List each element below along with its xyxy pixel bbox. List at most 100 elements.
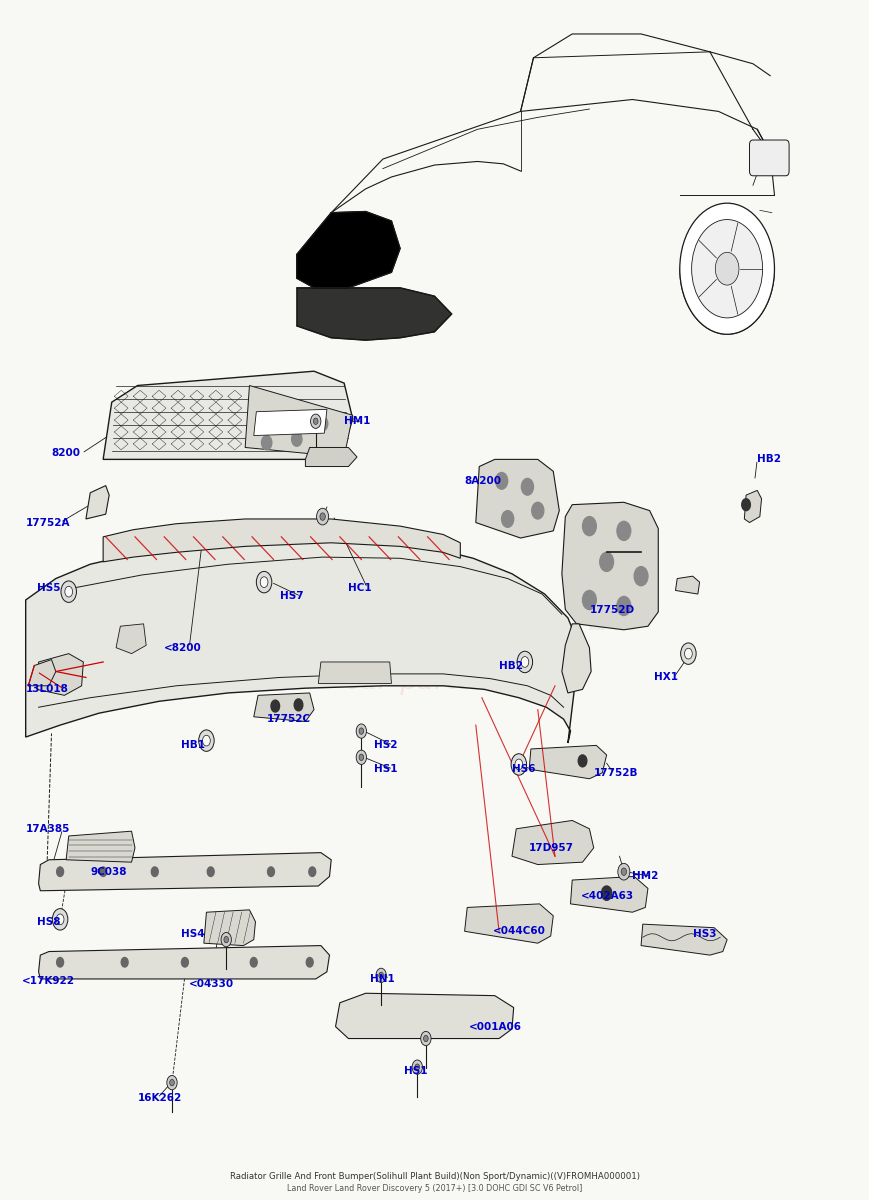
Text: 9C038: 9C038 — [90, 866, 127, 877]
Polygon shape — [675, 576, 700, 594]
Circle shape — [56, 958, 63, 967]
Polygon shape — [36, 654, 83, 695]
Circle shape — [320, 512, 325, 521]
Circle shape — [260, 577, 268, 588]
Circle shape — [582, 590, 596, 610]
Text: HB2: HB2 — [757, 455, 781, 464]
Polygon shape — [570, 876, 648, 912]
Circle shape — [617, 521, 631, 540]
Bar — [620, 565, 636, 587]
Circle shape — [532, 503, 544, 518]
Circle shape — [356, 750, 367, 764]
Text: HC1: HC1 — [348, 583, 372, 593]
Circle shape — [359, 754, 363, 761]
Polygon shape — [38, 946, 329, 979]
Circle shape — [578, 755, 587, 767]
Text: <001A06: <001A06 — [469, 1021, 522, 1032]
Circle shape — [501, 511, 514, 527]
Circle shape — [515, 760, 523, 770]
Polygon shape — [297, 211, 400, 288]
Circle shape — [56, 866, 63, 876]
Bar — [636, 587, 652, 608]
Text: 17A385: 17A385 — [26, 824, 70, 834]
Text: 17752A: 17752A — [26, 517, 70, 528]
Text: <8200: <8200 — [163, 643, 201, 653]
Polygon shape — [26, 538, 579, 743]
Circle shape — [316, 509, 328, 524]
Polygon shape — [641, 924, 727, 955]
FancyBboxPatch shape — [749, 140, 789, 175]
Circle shape — [379, 972, 383, 978]
Circle shape — [521, 656, 528, 667]
Polygon shape — [103, 371, 353, 460]
Polygon shape — [204, 910, 255, 946]
Bar — [589, 608, 605, 630]
Circle shape — [511, 754, 527, 775]
Polygon shape — [38, 853, 331, 890]
Circle shape — [621, 868, 627, 876]
Circle shape — [517, 652, 533, 673]
Circle shape — [421, 1031, 431, 1045]
Text: scuderia: scuderia — [191, 601, 471, 658]
Bar — [589, 565, 605, 587]
Bar — [620, 608, 636, 630]
Polygon shape — [305, 448, 357, 467]
Circle shape — [56, 914, 64, 925]
Polygon shape — [476, 460, 560, 538]
Text: 8200: 8200 — [51, 449, 81, 458]
Circle shape — [199, 730, 214, 751]
Polygon shape — [245, 385, 353, 457]
Circle shape — [65, 587, 73, 598]
Text: HS5: HS5 — [36, 583, 60, 593]
Circle shape — [182, 958, 189, 967]
Circle shape — [412, 1060, 422, 1074]
Polygon shape — [66, 832, 135, 862]
Text: <17K922: <17K922 — [22, 977, 75, 986]
Circle shape — [61, 581, 76, 602]
Circle shape — [224, 936, 229, 943]
Text: HS2: HS2 — [375, 740, 398, 750]
Text: <04330: <04330 — [189, 979, 235, 989]
Text: 13L018: 13L018 — [26, 684, 69, 695]
Text: 17D957: 17D957 — [529, 842, 574, 853]
Circle shape — [271, 700, 280, 712]
Text: HS7: HS7 — [280, 592, 303, 601]
Circle shape — [617, 596, 631, 616]
Circle shape — [685, 648, 693, 659]
Text: car parts: car parts — [345, 667, 472, 695]
Text: HN1: HN1 — [370, 974, 395, 984]
Circle shape — [359, 728, 363, 734]
Circle shape — [262, 436, 272, 450]
Circle shape — [295, 698, 302, 710]
Text: HS6: HS6 — [512, 764, 535, 774]
Circle shape — [600, 552, 614, 571]
Text: HS3: HS3 — [693, 929, 716, 938]
Bar — [605, 587, 620, 608]
Polygon shape — [254, 692, 314, 721]
Circle shape — [221, 932, 231, 947]
Circle shape — [680, 203, 774, 335]
Polygon shape — [745, 491, 761, 522]
Bar — [636, 544, 652, 565]
Polygon shape — [103, 518, 461, 562]
Circle shape — [495, 473, 507, 490]
Circle shape — [256, 571, 272, 593]
Circle shape — [52, 908, 68, 930]
Polygon shape — [562, 503, 659, 630]
Circle shape — [415, 1064, 420, 1070]
Circle shape — [208, 866, 214, 876]
Circle shape — [314, 418, 318, 425]
Polygon shape — [529, 745, 607, 779]
Polygon shape — [86, 486, 109, 518]
Text: 17752C: 17752C — [267, 714, 311, 724]
Polygon shape — [29, 660, 56, 686]
Polygon shape — [562, 624, 591, 692]
Text: Radiator Grille And Front Bumper(Solihull Plant Build)(Non Sport/Dynamic)((V)FRO: Radiator Grille And Front Bumper(Solihul… — [229, 1171, 640, 1181]
Circle shape — [618, 863, 630, 880]
Text: Land Rover Land Rover Discovery 5 (2017+) [3.0 DOHC GDI SC V6 Petrol]: Land Rover Land Rover Discovery 5 (2017+… — [287, 1183, 582, 1193]
Text: HS1: HS1 — [375, 764, 398, 774]
Circle shape — [310, 414, 321, 428]
Circle shape — [100, 866, 107, 876]
Text: HM2: HM2 — [633, 871, 659, 882]
Circle shape — [306, 958, 313, 967]
